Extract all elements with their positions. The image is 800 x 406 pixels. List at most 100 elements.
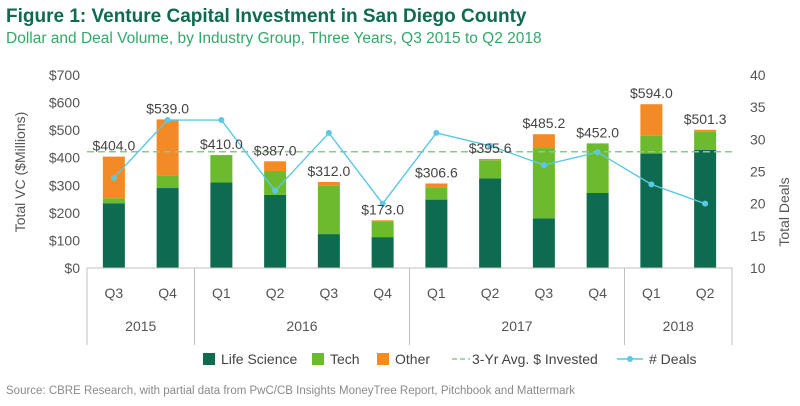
y-axis-title: Total VC ($Millions) — [12, 112, 28, 233]
bar-tech — [317, 185, 340, 235]
bar-total-label: $387.0 — [254, 142, 297, 158]
bar-other — [479, 158, 502, 161]
x-tick-label: Q3 — [320, 285, 339, 301]
bar-life-science — [532, 218, 555, 268]
x-tick-label: Q3 — [535, 285, 554, 301]
legend-label-tech: Tech — [330, 351, 360, 367]
y-tick-label: $0 — [64, 260, 80, 276]
bar-life-science — [425, 199, 448, 268]
x-tick-label: Q1 — [427, 285, 446, 301]
year-label: 2018 — [663, 318, 694, 334]
y2-tick-label: 30 — [750, 131, 766, 147]
bar-tech — [532, 148, 555, 219]
bar-total-label: $452.0 — [576, 124, 619, 140]
deals-marker — [540, 162, 547, 169]
bar-life-science — [586, 193, 609, 268]
x-tick-label: Q1 — [642, 285, 661, 301]
bar-other — [156, 119, 179, 176]
figure-title: Figure 1: Venture Capital Investment in … — [6, 6, 527, 27]
deals-marker — [648, 181, 655, 188]
bar-total-label: $395.6 — [469, 140, 512, 156]
legend-label-other: Other — [395, 351, 430, 367]
bars-layer — [102, 104, 717, 268]
deals-marker — [487, 142, 494, 149]
deals-line — [113, 119, 706, 205]
y-tick-label: $700 — [49, 67, 80, 83]
overlays-layer: $404.0 $539.0 $410.0 $387.0 $312.0 $173.0 $306… — [87, 85, 732, 217]
y-tick-label: $500 — [49, 122, 80, 138]
bar-life-science — [640, 153, 663, 268]
deals-marker — [325, 129, 332, 136]
legend-label-life-science: Life Science — [221, 351, 297, 367]
y2-tick-label: 15 — [750, 228, 766, 244]
deals-marker — [272, 187, 279, 194]
bar-tech — [156, 175, 179, 189]
bar-tech — [210, 155, 233, 183]
bar-total-label: $306.6 — [415, 164, 458, 180]
year-label: 2015 — [125, 318, 156, 334]
source-note: Source: CBRE Research, with partial data… — [6, 385, 576, 397]
year-label: 2017 — [501, 318, 532, 334]
x-tick-label: Q2 — [266, 285, 285, 301]
axes-layer: $0 $100 $200 $300 $400 $500 $600 $700 10 15 20 25 30… — [12, 67, 792, 345]
bar-life-science — [102, 203, 125, 268]
y2-tick-label: 40 — [750, 67, 766, 83]
x-tick-label: Q3 — [105, 285, 124, 301]
bar-total-label: $312.0 — [307, 163, 350, 179]
legend-marker-deals — [627, 356, 633, 362]
bar-life-science — [210, 182, 233, 268]
deals-marker — [433, 129, 440, 136]
x-tick-label: Q4 — [588, 285, 607, 301]
bar-tech — [694, 131, 717, 150]
bar-other — [425, 183, 448, 188]
bar-total-label: $594.0 — [630, 85, 673, 101]
bar-total-label: $485.2 — [522, 115, 565, 131]
year-label: 2016 — [286, 318, 317, 334]
legend-swatch-tech — [312, 353, 324, 365]
y2-tick-label: 25 — [750, 164, 766, 180]
y2-tick-label: 10 — [750, 260, 766, 276]
bar-total-label: $173.0 — [361, 201, 404, 217]
y-tick-label: $200 — [49, 205, 80, 221]
bar-life-science — [264, 194, 287, 268]
bar-tech — [640, 135, 663, 154]
legend-swatch-other — [377, 353, 389, 365]
bar-tech — [479, 160, 502, 179]
deals-marker — [594, 149, 601, 156]
bar-tech — [371, 221, 394, 238]
bar-life-science — [371, 237, 394, 268]
x-tick-label: Q1 — [212, 285, 231, 301]
deals-marker — [164, 117, 171, 124]
bar-total-label: $539.0 — [146, 100, 189, 116]
bar-other — [317, 181, 340, 186]
bar-total-label: $410.0 — [200, 136, 243, 152]
y2-tick-label: 20 — [750, 196, 766, 212]
y2-axis-title: Total Deals — [776, 177, 792, 246]
bar-other — [371, 220, 394, 222]
deals-marker — [702, 200, 709, 207]
y2-tick-label: 35 — [750, 99, 766, 115]
bar-total-label: $501.3 — [684, 111, 727, 127]
y-tick-label: $600 — [49, 95, 80, 111]
deals-marker — [379, 200, 386, 207]
x-tick-label: Q2 — [696, 285, 715, 301]
bar-other — [210, 154, 233, 156]
legend: Life Science Tech Other 3-Yr Avg. $ Investe… — [203, 351, 696, 367]
bar-life-science — [317, 234, 340, 268]
bar-tech — [425, 187, 448, 200]
deals-marker — [218, 117, 225, 124]
bar-life-science — [479, 178, 502, 268]
y-tick-label: $400 — [49, 150, 80, 166]
x-tick-label: Q4 — [158, 285, 177, 301]
bar-other — [532, 134, 555, 149]
legend-swatch-life-science — [203, 353, 215, 365]
legend-label-deals: # Deals — [649, 351, 696, 367]
bar-other — [640, 104, 663, 136]
bar-total-label: $404.0 — [92, 138, 135, 154]
y-tick-label: $300 — [49, 177, 80, 193]
legend-label-avg-line: 3-Yr Avg. $ Invested — [472, 351, 598, 367]
x-tick-label: Q4 — [373, 285, 392, 301]
figure-subtitle: Dollar and Deal Volume, by Industry Grou… — [6, 30, 542, 47]
bar-other — [264, 161, 287, 171]
